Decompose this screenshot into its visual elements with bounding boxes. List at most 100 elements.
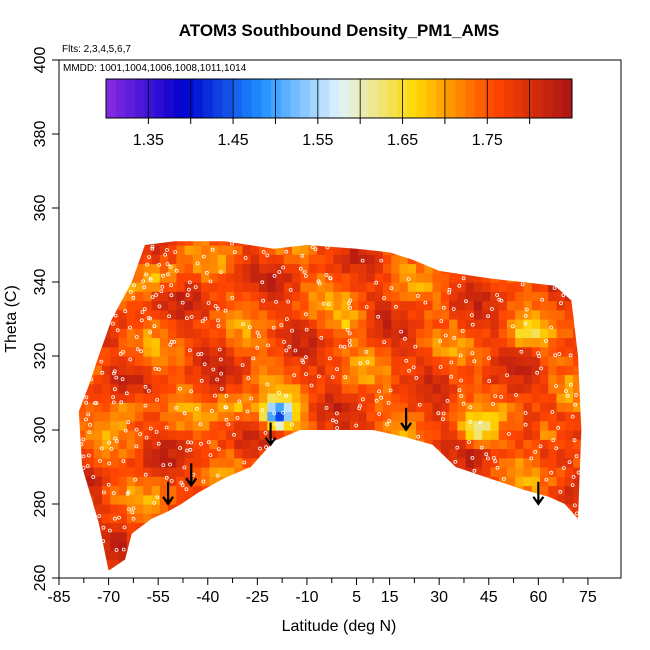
- heatmap-cell: [366, 328, 376, 339]
- colorbar-segment: [290, 79, 301, 118]
- heatmap-cell: [135, 282, 144, 292]
- heatmap-cell: [316, 328, 326, 339]
- heatmap-cell: [432, 291, 442, 302]
- sample-point: [415, 293, 420, 298]
- sample-point: [551, 438, 556, 443]
- heatmap-cell: [201, 356, 211, 366]
- heatmap-cell: [250, 309, 260, 320]
- heatmap-cell: [217, 439, 227, 450]
- heatmap-cell: [506, 319, 516, 329]
- heatmap-cell: [283, 430, 293, 440]
- heatmap-cell: [225, 328, 235, 339]
- sample-point: [139, 349, 144, 354]
- sample-point: [107, 440, 111, 445]
- heatmap-cell: [168, 494, 177, 505]
- heatmap-cell: [110, 374, 120, 385]
- sample-point: [321, 301, 326, 306]
- heatmap-cell: [374, 383, 384, 394]
- sample-point: [89, 377, 93, 382]
- heatmap-cell: [93, 485, 103, 496]
- colorbar-segment: [348, 79, 359, 118]
- sample-point: [143, 384, 148, 389]
- sample-point: [334, 419, 339, 424]
- heatmap-cell: [118, 374, 128, 385]
- heatmap-cell: [126, 291, 136, 302]
- sample-point: [347, 338, 352, 343]
- heatmap-cell: [143, 263, 153, 274]
- sample-point: [218, 357, 223, 362]
- y-tick-label: 400: [32, 47, 49, 74]
- heatmap-cell: [85, 402, 95, 413]
- heatmap-cell: [515, 402, 525, 413]
- sample-point: [330, 418, 335, 423]
- heatmap-cell: [126, 411, 136, 422]
- heatmap-cell: [292, 356, 301, 366]
- sample-point: [457, 388, 462, 393]
- sample-point: [573, 402, 578, 407]
- heatmap-cell: [259, 374, 268, 385]
- heatmap-cell: [151, 448, 161, 459]
- sample-point: [557, 352, 562, 356]
- heatmap-cell: [176, 365, 186, 376]
- sample-point: [570, 483, 575, 488]
- heatmap-cell: [168, 309, 177, 320]
- heatmap-cell: [300, 337, 310, 348]
- colorbar-frame: [105, 78, 573, 119]
- heatmap-cell: [184, 245, 194, 255]
- heatmap-cell: [325, 337, 334, 348]
- heatmap-cell: [118, 467, 128, 477]
- heatmap-cell: [225, 337, 235, 348]
- sample-point: [152, 501, 157, 505]
- sample-point: [497, 297, 502, 302]
- heatmap-cell: [515, 365, 525, 376]
- heatmap-cell: [374, 282, 384, 292]
- heatmap-cell: [374, 300, 384, 311]
- heatmap-cell: [242, 383, 252, 394]
- sample-point: [139, 318, 144, 323]
- sample-point: [550, 409, 555, 414]
- heatmap-cell: [184, 241, 194, 246]
- heatmap-cell: [465, 272, 475, 283]
- heatmap-cell: [564, 439, 574, 450]
- heatmap-cell: [349, 402, 359, 413]
- heatmap-cell: [217, 309, 227, 320]
- heatmap-cell: [556, 374, 566, 385]
- sample-point: [242, 460, 247, 465]
- sample-point: [143, 403, 148, 408]
- sample-point: [211, 367, 216, 372]
- heatmap-cell: [209, 365, 219, 376]
- heatmap-cell: [548, 291, 558, 302]
- heatmap-cell: [573, 365, 582, 376]
- sample-point: [123, 428, 128, 433]
- heatmap-cell: [192, 448, 202, 459]
- heatmap-cell: [135, 467, 144, 477]
- sample-point: [575, 511, 579, 516]
- sample-point: [327, 356, 332, 361]
- heatmap-cell: [283, 402, 293, 413]
- heatmap-cell: [482, 420, 492, 431]
- sample-point: [287, 344, 292, 349]
- heatmap-cell: [308, 309, 318, 320]
- heatmap-cell: [349, 356, 359, 366]
- heatmap-cell: [234, 337, 244, 348]
- colorbar-segment: [193, 79, 204, 118]
- flights-note: Flts: 2,3,4,5,6,7: [62, 44, 131, 55]
- sample-point: [218, 270, 223, 275]
- heatmap-cell: [506, 356, 516, 366]
- heatmap-cell: [316, 263, 326, 274]
- heatmap-cell: [159, 504, 169, 514]
- heatmap-cell: [374, 254, 384, 265]
- heatmap-cell: [300, 245, 310, 255]
- heatmap-cell: [349, 263, 359, 274]
- colorbar-segment: [203, 79, 214, 118]
- sample-point: [230, 241, 234, 246]
- sample-point: [147, 255, 152, 260]
- sample-point: [495, 465, 500, 470]
- sample-point: [255, 345, 260, 350]
- heatmap-cell: [225, 374, 235, 385]
- heatmap-cell: [292, 402, 301, 413]
- heatmap-cell: [159, 319, 169, 329]
- colorbar-segment: [426, 79, 437, 118]
- heatmap-cell: [118, 485, 128, 496]
- heatmap-cell: [449, 309, 458, 320]
